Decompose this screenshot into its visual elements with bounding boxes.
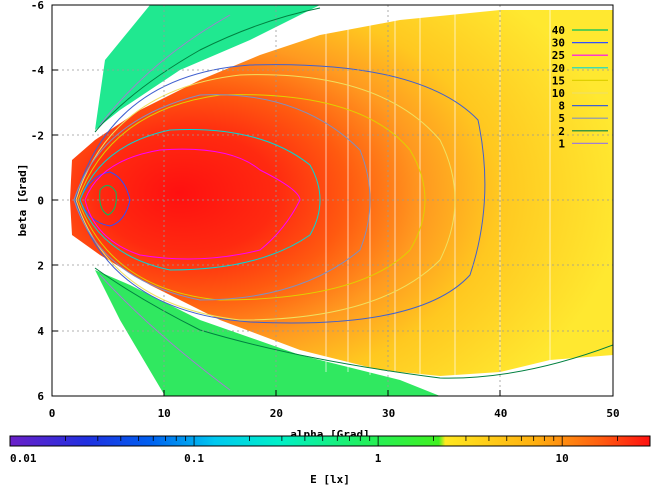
colorbar-tick-label: 1 xyxy=(375,452,382,465)
legend-entry-label: 5 xyxy=(558,112,565,125)
legend-entry-label: 1 xyxy=(558,137,565,150)
legend-entry-label: 30 xyxy=(552,37,565,50)
y-tick-label: 4 xyxy=(37,325,44,338)
green-band-bottom xyxy=(95,270,440,396)
y-tick-label: -2 xyxy=(31,129,44,142)
contour-5 xyxy=(73,94,371,301)
x-tick-label: 10 xyxy=(158,407,171,420)
panel-edges xyxy=(325,10,551,390)
x-tick-label: 30 xyxy=(382,407,395,420)
contour-20 xyxy=(79,128,321,271)
colorbar-ticks: 0.01 0.1 1 10 xyxy=(9,436,651,465)
x-tick-label: 40 xyxy=(494,407,507,420)
legend-entry-label: 15 xyxy=(552,74,565,87)
x-tick-label: 20 xyxy=(270,407,283,420)
y-tick-label: 2 xyxy=(37,260,44,273)
green-band-top xyxy=(95,5,320,130)
legend-entry-label: 40 xyxy=(552,24,565,37)
contour-10 xyxy=(75,74,456,321)
y-tick-label: 6 xyxy=(37,390,44,403)
contour-25 xyxy=(84,148,301,260)
contour-lines xyxy=(73,7,613,391)
y-tick-label: -6 xyxy=(31,0,45,12)
y-tick-label: 0 xyxy=(37,195,44,208)
heat-region xyxy=(70,10,613,376)
contour-30 xyxy=(79,171,131,227)
legend-entry-label: 25 xyxy=(552,49,565,62)
colorbar-label: E [lx] xyxy=(310,473,350,486)
colorbar: 0.01 0.1 1 10 E [lx] xyxy=(9,435,651,486)
y-tick-label: -4 xyxy=(31,64,45,77)
y-tick-labels: -6 -4 -2 0 2 4 6 xyxy=(31,0,45,403)
legend-entry-label: 2 xyxy=(558,125,565,138)
legend-entry-label: 8 xyxy=(558,100,565,113)
colorbar-tick-label: 0.01 xyxy=(10,452,37,465)
contour-40 xyxy=(99,185,117,216)
x-tick-label: 50 xyxy=(606,407,619,420)
contour-8 xyxy=(74,64,486,324)
y-axis-label: beta [Grad] xyxy=(16,164,29,237)
colorbar-tick-label: 10 xyxy=(556,452,569,465)
grid xyxy=(52,5,613,396)
tick-marks xyxy=(51,4,614,397)
contour-15 xyxy=(77,94,426,301)
plot-area xyxy=(51,4,614,397)
contour-2 xyxy=(94,7,613,379)
x-tick-label: 0 xyxy=(49,407,56,420)
colorbar-tick-label: 0.1 xyxy=(184,452,204,465)
x-tick-labels: 0 10 20 30 40 50 xyxy=(49,407,620,420)
legend-entry-label: 20 xyxy=(552,62,565,75)
legend-entry-label: 10 xyxy=(552,87,565,100)
